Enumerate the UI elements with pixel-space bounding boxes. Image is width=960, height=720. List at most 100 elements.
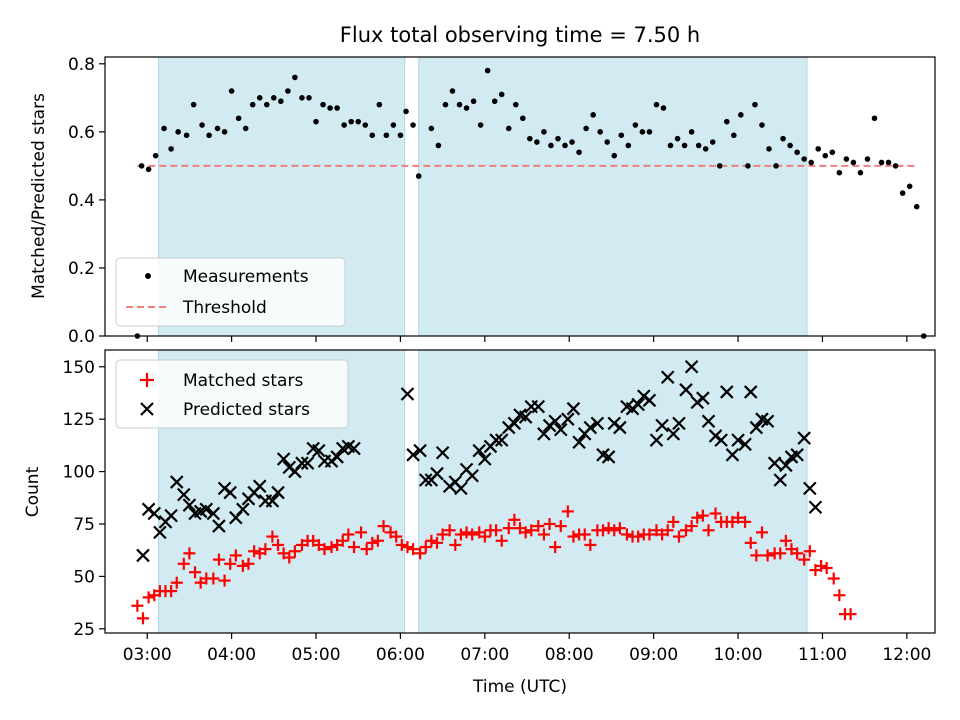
matched-star-point — [218, 574, 231, 587]
measurement-point — [249, 101, 256, 108]
matched-star-point — [360, 543, 373, 556]
measurement-point — [278, 98, 284, 105]
bottom-y-ticks: 25 50 75 100 125 150 — [63, 358, 105, 640]
predicted-star-point — [472, 443, 486, 458]
measurement-point — [320, 101, 326, 108]
predicted-star-point — [554, 422, 568, 437]
measurement-point — [161, 125, 167, 132]
measurement-point — [766, 146, 772, 152]
measurement-point — [590, 112, 596, 118]
matched-star-point — [366, 536, 379, 549]
matched-star-point — [739, 515, 752, 528]
measurement-point — [341, 122, 347, 128]
measurement-point — [878, 159, 885, 166]
top-legend: Measurements Threshold — [115, 257, 346, 327]
predicted-star-point — [642, 393, 657, 408]
matched-star-point — [248, 545, 261, 558]
matched-star-point — [827, 572, 840, 585]
predicted-star-point — [531, 399, 546, 414]
predicted-star-point — [199, 502, 214, 517]
measurement-point — [548, 142, 554, 149]
measurement-point — [534, 139, 540, 145]
matched-star-point — [460, 526, 473, 539]
matched-star-point — [189, 566, 202, 579]
predicted-star-point — [518, 410, 533, 424]
matched-star-point — [443, 524, 456, 537]
bottom-y-axis-label: Count — [23, 466, 43, 517]
bottom-legend-box — [115, 359, 349, 429]
predicted-star-point — [790, 448, 804, 462]
measurement-point — [415, 173, 422, 179]
matched-star-point — [643, 528, 656, 541]
matched-star-point — [207, 572, 220, 585]
predicted-star-point — [696, 391, 710, 405]
predicted-star-point — [507, 416, 522, 431]
predicted-star-point — [295, 456, 309, 470]
measurement-point — [376, 101, 383, 108]
predicted-star-point — [613, 420, 627, 435]
bottom-legend-marker-matched — [140, 373, 154, 387]
measurement-point — [836, 169, 843, 176]
predicted-star-point — [655, 418, 669, 433]
measurement-point — [228, 88, 235, 94]
matched-star-point — [578, 528, 591, 541]
matched-star-point — [325, 541, 338, 554]
predicted-star-point — [701, 414, 716, 429]
top-ytick-label: 0.6 — [68, 123, 95, 143]
measurement-point — [505, 125, 512, 132]
measurement-point — [397, 132, 404, 139]
measurement-point — [667, 142, 674, 149]
matched-star-point — [696, 509, 709, 522]
top-x-ticks — [146, 336, 908, 342]
xtick-label: 04:00 — [207, 645, 256, 665]
matched-star-point — [259, 543, 272, 556]
xtick-label: 12:00 — [882, 645, 931, 665]
measurement-point — [477, 122, 484, 128]
measurement-point — [857, 169, 864, 176]
measurement-point — [808, 159, 815, 166]
predicted-star-point — [300, 456, 315, 470]
predicted-star-point — [136, 548, 150, 563]
measurement-point — [794, 149, 800, 156]
matched-star-point — [495, 534, 508, 547]
predicted-star-point — [561, 412, 575, 426]
predicted-star-point — [714, 433, 728, 447]
bottom-x-axis-label: Time (UTC) — [472, 677, 567, 697]
measurement-point — [843, 156, 850, 162]
measurement-point — [632, 122, 639, 128]
measurement-point — [428, 125, 435, 132]
top-shade-1 — [418, 56, 808, 337]
measurement-point — [913, 203, 920, 210]
predicted-star-point — [265, 494, 280, 508]
matched-star-point — [419, 541, 432, 554]
matched-star-point — [449, 538, 462, 551]
matched-star-point — [348, 541, 360, 554]
measurement-point — [660, 105, 667, 111]
measurement-point — [256, 95, 263, 101]
matched-star-point — [272, 538, 285, 551]
matched-star-point — [478, 530, 491, 543]
matched-star-point — [755, 526, 768, 539]
measurement-point — [829, 149, 836, 156]
measurement-point — [442, 101, 449, 108]
measurement-point — [390, 122, 397, 128]
matched-star-point — [508, 513, 521, 526]
matched-star-point — [236, 559, 249, 572]
matched-star-point — [454, 528, 467, 541]
top-y-axis-label: Matched/Predicted stars — [29, 93, 49, 299]
bot-ytick-label: 100 — [63, 463, 95, 483]
predicted-star-point — [779, 458, 793, 473]
measurement-point — [850, 159, 857, 166]
predicted-star-point — [206, 506, 221, 521]
predicted-star-point — [271, 485, 285, 500]
top-axes-frame — [104, 56, 936, 337]
matched-star-point — [661, 524, 674, 537]
matched-star-point — [519, 526, 532, 539]
top-y-ticks: 0.0 0.2 0.4 0.6 0.8 — [68, 55, 105, 347]
measurement-point — [456, 101, 463, 108]
predicted-star-point — [153, 525, 167, 540]
xtick-label: 10:00 — [714, 645, 763, 665]
predicted-star-point — [731, 433, 745, 447]
predicted-star-point — [684, 359, 699, 374]
measurement-point — [175, 129, 181, 135]
